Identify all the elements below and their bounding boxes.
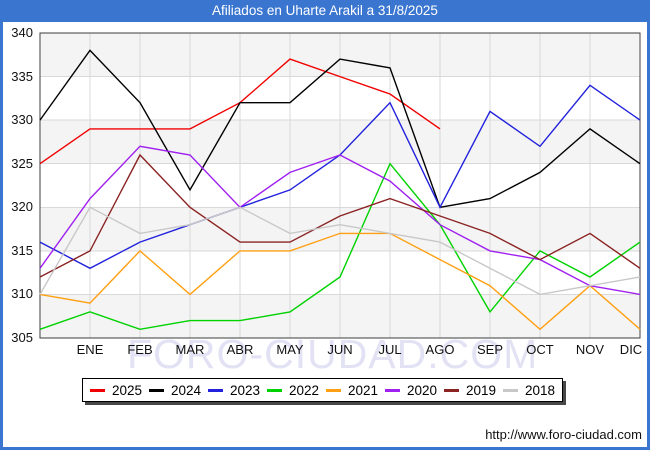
legend-color-dash <box>325 388 341 392</box>
legend-item-2025: 2025 <box>89 382 142 398</box>
series-line-2022 <box>39 162 641 331</box>
y-axis-tick-label: 325 <box>11 155 33 171</box>
legend-year-label: 2020 <box>406 382 437 398</box>
legend-item-2020: 2020 <box>384 382 437 398</box>
series-line-2018 <box>39 206 641 296</box>
legend-year-label: 2022 <box>288 382 319 398</box>
legend-color-dash <box>207 388 223 392</box>
plot-border <box>39 32 641 339</box>
legend-color-dash <box>148 388 164 392</box>
legend-item-2019: 2019 <box>443 382 496 398</box>
x-axis-month-label: SEP <box>476 342 504 357</box>
legend-color-dash <box>89 388 105 392</box>
x-axis-month-label: MAR <box>175 342 205 357</box>
x-axis-month-label: AGO <box>425 342 455 357</box>
x-axis-month-label: JUN <box>327 342 353 357</box>
legend-color-dash <box>502 388 518 392</box>
y-axis-tick-label: 320 <box>11 199 33 215</box>
legend-color-dash <box>443 388 459 392</box>
legend-color-dash <box>384 388 400 392</box>
series-line-2024 <box>39 49 641 209</box>
x-axis-month-label: ENE <box>76 342 104 357</box>
x-axis-month-label: ABR <box>226 342 254 357</box>
legend-item-2023: 2023 <box>207 382 260 398</box>
series-line-2019 <box>39 153 641 278</box>
x-axis-month-label: OCT <box>526 342 554 357</box>
footer-url-link[interactable]: http://www.foro-ciudad.com <box>485 427 642 442</box>
y-axis-tick-label: 335 <box>11 68 33 84</box>
legend-color-dash <box>266 388 282 392</box>
y-axis-tick-label: 305 <box>11 330 33 345</box>
y-axis-tick-label: 310 <box>11 286 33 302</box>
legend-year-label: 2023 <box>229 382 260 398</box>
legend-item-2018: 2018 <box>502 382 555 398</box>
chart-title: Afiliados en Uharte Arakil a 31/8/2025 <box>0 0 650 22</box>
series-line-2021 <box>39 232 641 331</box>
x-axis-month-label: FEB <box>127 342 153 357</box>
legend-item-2022: 2022 <box>266 382 319 398</box>
x-axis-month-label: JUL <box>378 342 402 357</box>
legend-item-2024: 2024 <box>148 382 201 398</box>
legend-year-label: 2019 <box>465 382 496 398</box>
x-axis-month-label: MAY <box>276 342 304 357</box>
x-axis-month-label: DIC <box>619 342 643 357</box>
x-axis-month-label: NOV <box>575 342 605 357</box>
legend-year-label: 2024 <box>170 382 201 398</box>
y-axis-tick-label: 315 <box>11 242 33 258</box>
legend: 2025 2024 2023 2022 2021 2020 2019 2018 <box>82 378 563 402</box>
y-axis-tick-label: 340 <box>11 25 33 40</box>
legend-year-label: 2025 <box>111 382 142 398</box>
legend-year-label: 2021 <box>347 382 378 398</box>
legend-item-2021: 2021 <box>325 382 378 398</box>
legend-year-label: 2018 <box>524 382 555 398</box>
y-axis-tick-label: 330 <box>11 112 33 128</box>
